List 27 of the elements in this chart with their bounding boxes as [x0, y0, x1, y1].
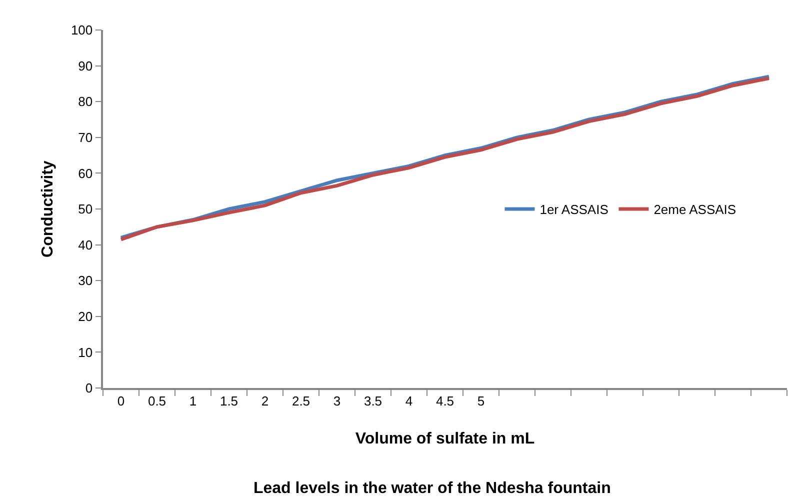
x-tick-label: 2: [261, 393, 269, 408]
text: Lead levels in the water of the Ndesha fountain: [253, 480, 611, 498]
x-tick-label: 3: [333, 393, 341, 408]
y-tick-label: 90: [78, 58, 93, 74]
y-tick-label: 60: [78, 166, 93, 181]
x-tick-label: 4.5: [436, 393, 454, 408]
y-tick-label: 80: [78, 94, 93, 110]
legend-label: 2eme ASSAIS: [654, 202, 736, 218]
y-tick-label: 100: [70, 22, 93, 38]
x-tick-label: 0.5: [148, 393, 166, 408]
y-tick-label: 0: [85, 380, 93, 396]
x-tick-label: 2.5: [292, 393, 310, 408]
x-tick-label: 3.5: [364, 393, 382, 408]
y-tick-label: 70: [78, 130, 93, 145]
y-tick-label: 30: [78, 273, 93, 288]
x-axis-title: Volume of sulfate in mL: [355, 430, 535, 448]
x-tick-label: 1.5: [220, 393, 238, 408]
y-tick-label: 50: [78, 202, 93, 217]
y-tick-label: 20: [78, 308, 93, 324]
y-axis-title: Conductivity: [39, 160, 56, 258]
x-tick-label: 1: [189, 393, 197, 408]
legend-label: 1er ASSAIS: [540, 202, 609, 218]
x-tick-label: 5: [477, 393, 485, 408]
x-tick-label: 4: [405, 393, 413, 408]
y-tick-label: 40: [78, 237, 93, 252]
y-tick-label: 10: [78, 344, 93, 360]
x-tick-label: 0: [117, 393, 125, 408]
